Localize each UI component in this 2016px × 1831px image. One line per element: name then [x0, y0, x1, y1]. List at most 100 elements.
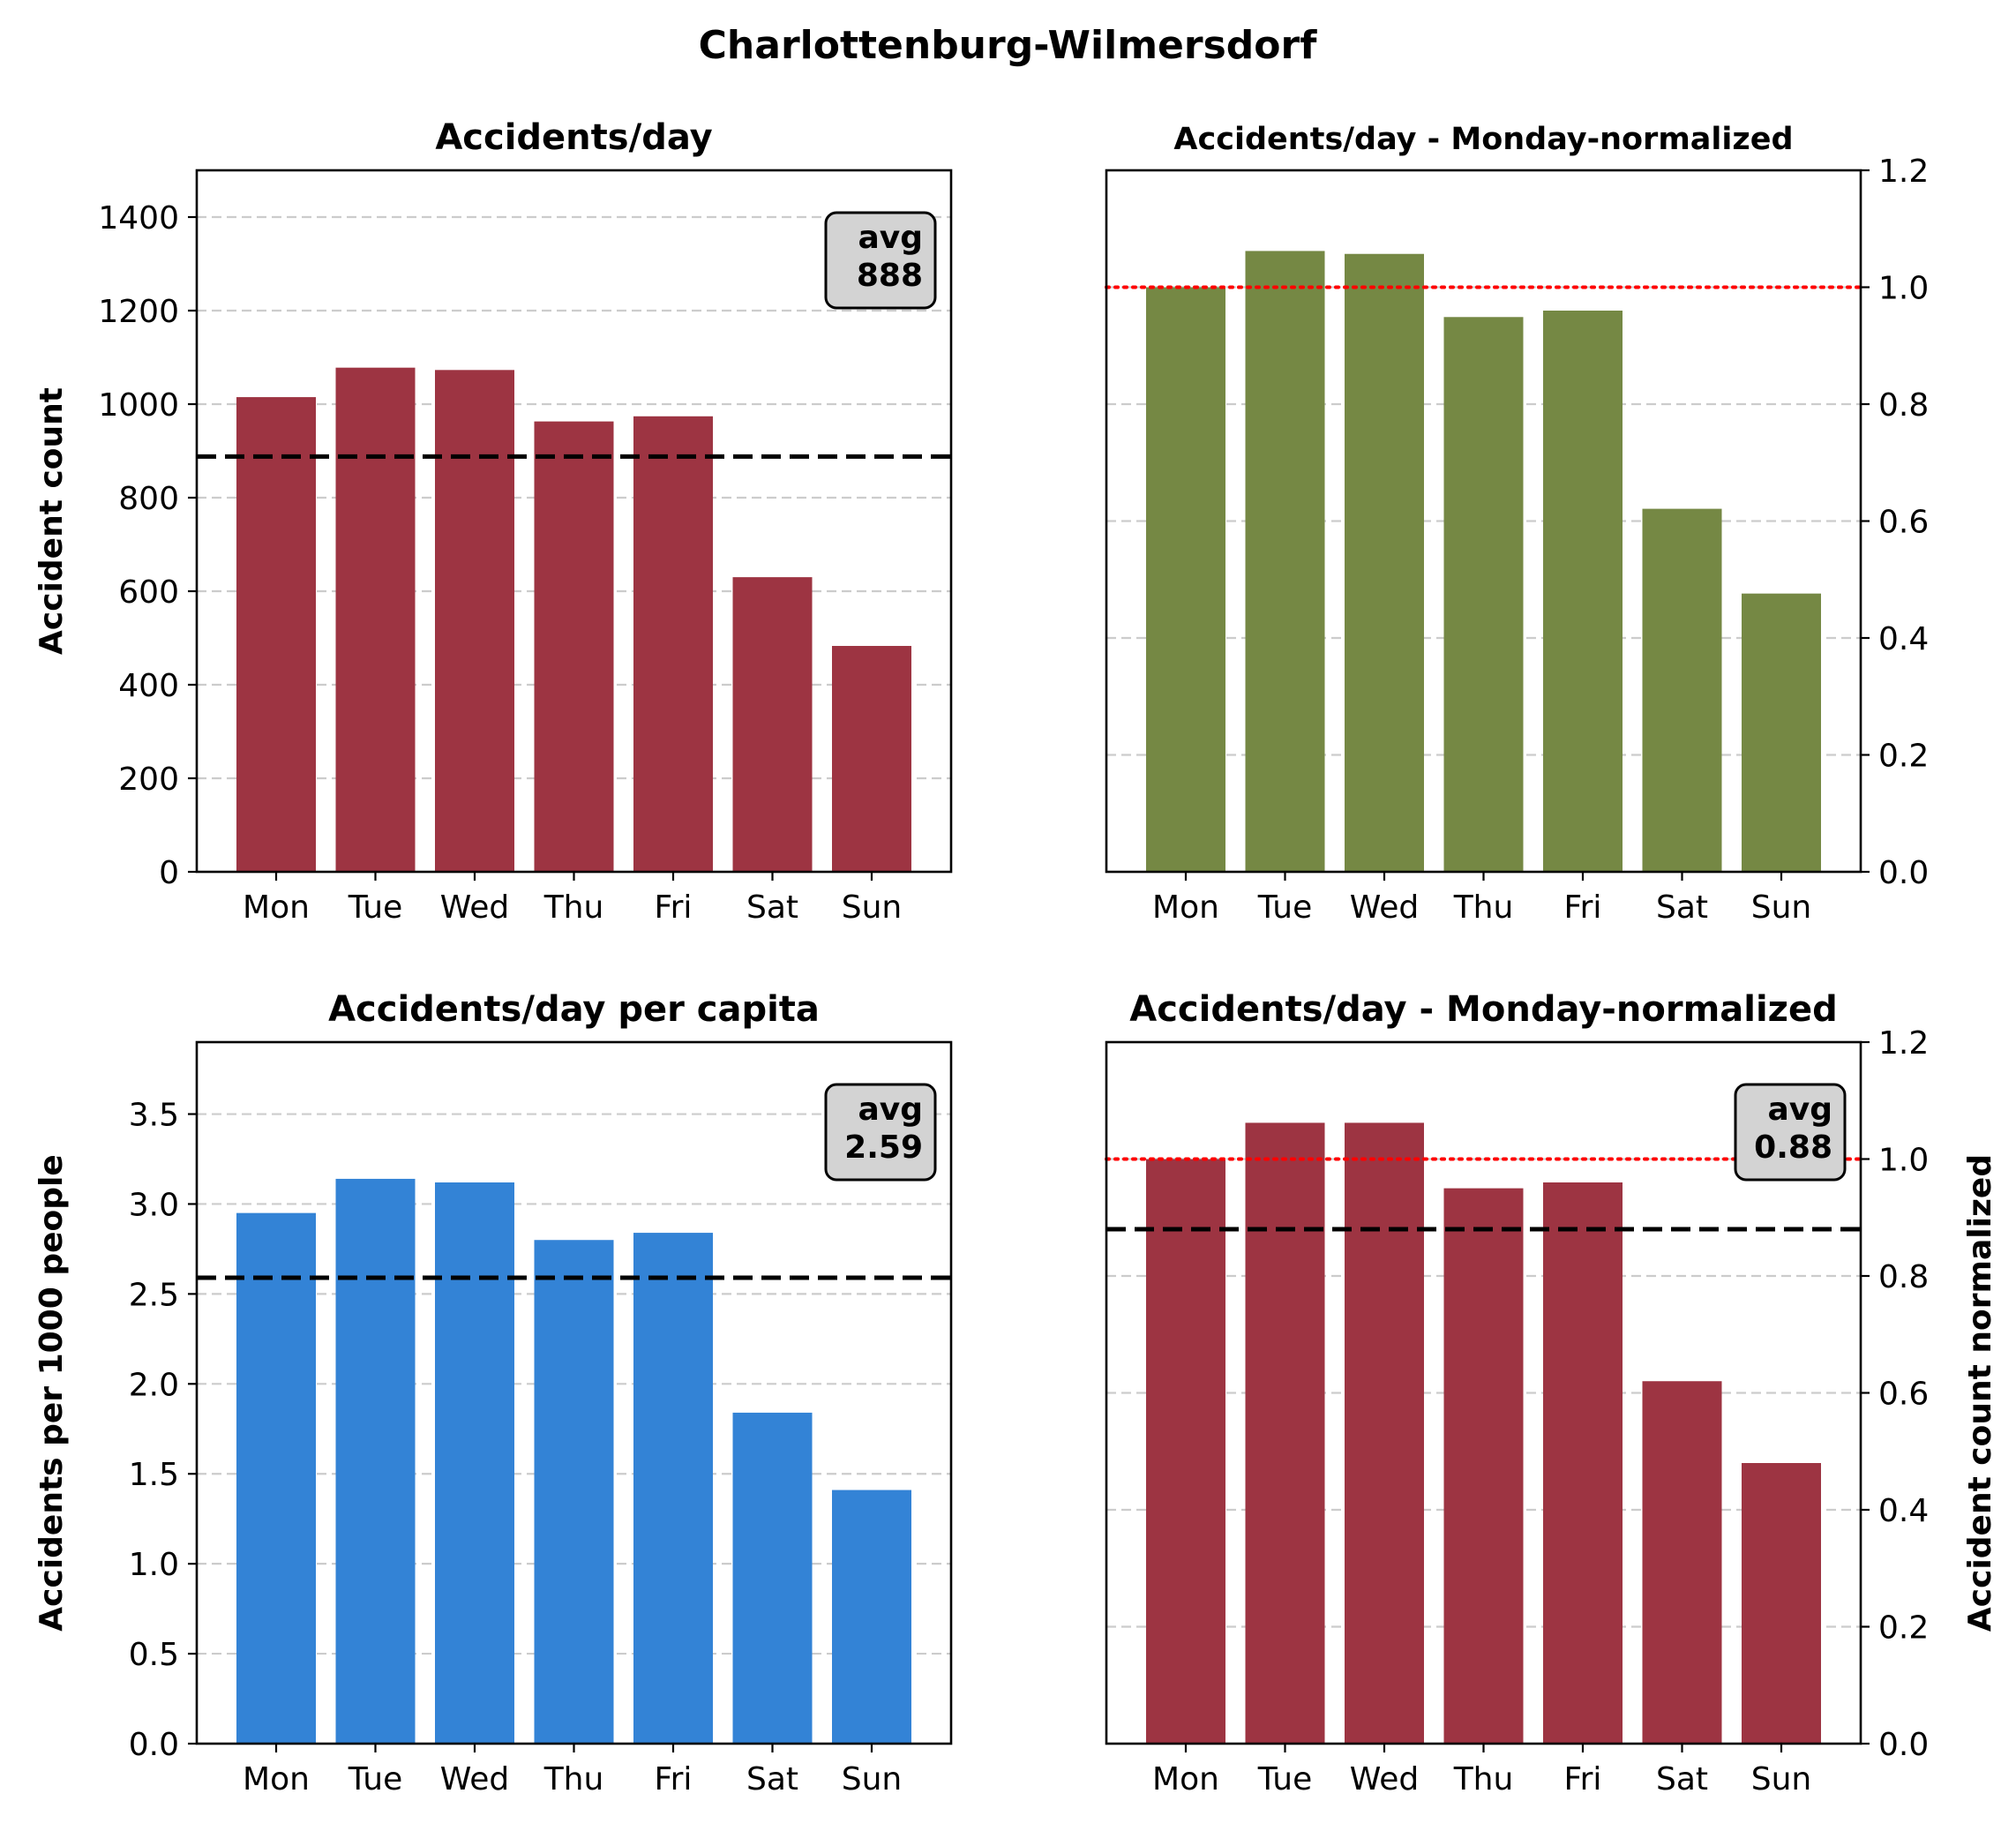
bar-wed — [1345, 253, 1424, 872]
y-tick-label: 1.2 — [1878, 154, 1929, 190]
y-tick-label: 0.8 — [1878, 387, 1929, 424]
x-tick-label-fri: Fri — [655, 889, 693, 926]
y-tick-label: 0.5 — [129, 1637, 179, 1673]
y-tick-label: 200 — [118, 762, 179, 798]
x-tick-label-mon: Mon — [243, 1761, 310, 1797]
x-tick-label-sun: Sun — [1751, 1761, 1811, 1797]
x-tick-label-tue: Tue — [348, 1761, 403, 1797]
average-label: avg — [1767, 1092, 1832, 1128]
bar-tue — [1245, 251, 1325, 872]
y-tick-label: 2.0 — [129, 1367, 179, 1403]
average-value: 2.59 — [844, 1129, 923, 1166]
bar-wed — [435, 370, 514, 872]
y-axis-label: Accident count — [34, 387, 70, 655]
bar-sat — [732, 577, 813, 872]
x-tick-label-sat: Sat — [746, 889, 798, 926]
y-tick-label: 1.2 — [1878, 1025, 1929, 1062]
x-tick-label-mon: Mon — [243, 889, 310, 926]
x-tick-label-wed: Wed — [1350, 1761, 1420, 1797]
y-tick-label: 1.0 — [129, 1547, 179, 1583]
chart-monday-normalized-bottom: Mon Tue Wed Thu Fri Sat Sun 0.0 0.2 0.4 0.6 0.8 1.0 1… — [1105, 989, 1998, 1797]
bar-sat — [1642, 508, 1722, 872]
x-tick-label-sat: Sat — [1656, 1761, 1708, 1797]
bar-mon — [236, 1212, 316, 1744]
y-tick-label: 0.0 — [129, 1727, 179, 1763]
bar-sun — [1742, 1463, 1821, 1744]
y-tick-label: 1.0 — [1878, 1143, 1929, 1179]
bar-fri — [1543, 311, 1623, 872]
bar-thu — [534, 1240, 614, 1744]
average-box — [824, 211, 937, 310]
y-tick-label: 0.0 — [1878, 1727, 1929, 1763]
bar-fri — [633, 416, 713, 872]
x-tick-label-mon: Mon — [1152, 889, 1219, 926]
y-tick-label: 600 — [118, 574, 179, 611]
x-tick-label-tue: Tue — [1257, 1761, 1313, 1797]
y-tick-label: 800 — [118, 481, 179, 517]
x-tick-label-thu: Thu — [1453, 889, 1514, 926]
y-tick-label: 1400 — [98, 200, 179, 236]
x-tick-label-sat: Sat — [746, 1761, 798, 1797]
y-axis-label: Accidents per 1000 people — [34, 1154, 70, 1632]
average-label: avg — [858, 220, 923, 256]
y-tick-label: 0.2 — [1878, 1610, 1929, 1647]
x-tick-label-wed: Wed — [440, 889, 510, 926]
y-tick-label: 1200 — [98, 294, 179, 330]
bar-wed — [435, 1182, 514, 1744]
panel-title: Accidents/day per capita — [328, 989, 820, 1030]
bar-wed — [1345, 1122, 1424, 1744]
x-tick-label-fri: Fri — [1564, 1761, 1602, 1797]
y-tick-label: 0.2 — [1878, 739, 1929, 775]
average-box — [824, 1083, 937, 1182]
x-tick-label-wed: Wed — [440, 1761, 510, 1797]
y-tick-label: 1.0 — [1878, 271, 1929, 307]
x-tick-label-tue: Tue — [348, 889, 403, 926]
average-label: avg — [858, 1092, 923, 1128]
x-tick-label-thu: Thu — [1453, 1761, 1514, 1797]
bar-fri — [633, 1233, 713, 1744]
y-tick-label: 3.0 — [129, 1187, 179, 1223]
y-axis-label: Accident count normalized — [1962, 1154, 1998, 1632]
panel-title: Accidents/day - Monday-normalized — [1129, 989, 1837, 1030]
bar-thu — [1443, 1188, 1524, 1744]
bar-sun — [1742, 593, 1821, 872]
x-tick-label-tue: Tue — [1257, 889, 1313, 926]
x-tick-label-sun: Sun — [842, 1761, 902, 1797]
bar-thu — [1443, 317, 1524, 873]
y-tick-label: 0.6 — [1878, 505, 1929, 541]
x-tick-label-fri: Fri — [655, 1761, 693, 1797]
bar-tue — [1245, 1122, 1325, 1744]
chart-accidents-per-day: Mon Tue Wed Thu Fri Sat Sun 0 200 400 600 800 1000 12… — [34, 117, 953, 926]
average-value: 0.88 — [1754, 1129, 1832, 1166]
bar-fri — [1543, 1182, 1623, 1744]
x-tick-label-sun: Sun — [1751, 889, 1811, 926]
bar-tue — [335, 367, 416, 872]
figure-title: Charlottenburg-Wilmersdorf — [699, 23, 1318, 68]
y-tick-label: 0 — [159, 855, 179, 891]
x-tick-label-sun: Sun — [842, 889, 902, 926]
bar-tue — [335, 1178, 416, 1744]
x-tick-label-thu: Thu — [543, 1761, 604, 1797]
average-box — [1734, 1083, 1847, 1182]
bar-mon — [1146, 1159, 1225, 1744]
y-tick-label: 0.6 — [1878, 1377, 1929, 1413]
bar-mon — [236, 397, 316, 872]
x-tick-label-fri: Fri — [1564, 889, 1602, 926]
bar-thu — [534, 421, 614, 872]
y-tick-label: 0.0 — [1878, 855, 1929, 891]
chart-monday-normalized-top: Mon Tue Wed Thu Fri Sat Sun 0.0 0.2 0.4 0.6 0.8 1.0 1… — [1105, 122, 1929, 926]
x-tick-label-wed: Wed — [1350, 889, 1420, 926]
y-tick-label: 1000 — [98, 387, 179, 424]
bar-sun — [832, 646, 911, 872]
x-tick-label-sat: Sat — [1656, 889, 1708, 926]
y-tick-label: 1.5 — [129, 1457, 179, 1493]
bar-sun — [832, 1490, 911, 1744]
x-tick-label-mon: Mon — [1152, 1761, 1219, 1797]
bar-sat — [732, 1412, 813, 1744]
panel-title: Accidents/day - Monday-normalized — [1173, 122, 1793, 157]
chart-accidents-per-capita: Mon Tue Wed Thu Fri Sat Sun 0.0 0.5 1.0 1.5 2.0 2.5 3… — [34, 989, 953, 1797]
